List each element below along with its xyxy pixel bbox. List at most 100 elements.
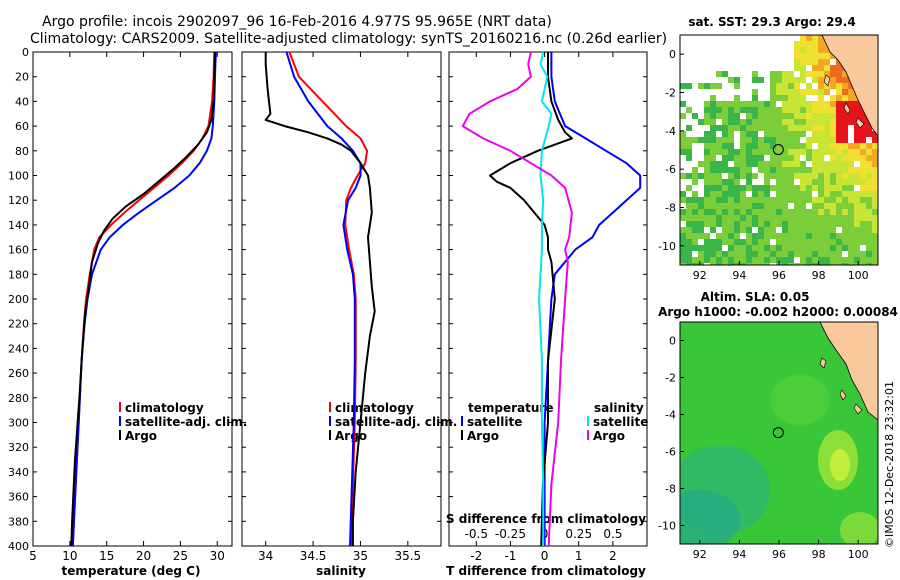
sst-cell [800,113,806,119]
sla-field [680,322,878,544]
sst-cell [848,179,854,185]
sla-mid-region [770,375,830,425]
sst-cell [710,119,716,125]
sst-cell [764,107,770,113]
sst-cell [728,215,734,221]
sst-cell [722,149,728,155]
sst-cell [782,77,788,83]
sst-cell [710,215,716,221]
sst-cell [692,245,698,251]
sst-cell [800,149,806,155]
sst-cell [728,227,734,233]
y-tick-label: 80 [15,145,29,158]
sst-cell [752,107,758,113]
sst-cell [776,191,782,197]
sst-cell [782,257,788,263]
sst-cell [752,119,758,125]
sst-cell [818,41,824,47]
sst-cell [716,257,722,263]
sst-cell [800,215,806,221]
sst-cell [758,239,764,245]
sst-cell [836,89,842,95]
sst-cell [752,257,758,263]
sst-cell [770,209,776,215]
sst-cell [782,203,788,209]
sst-cell [854,155,860,161]
sst-cell [788,263,794,265]
sst-cell [818,161,824,167]
sst-cell [716,125,722,131]
sst-cell [794,137,800,143]
sst-cell [794,149,800,155]
sst-cell [860,209,866,215]
sst-cell [764,203,770,209]
sst-cell [818,137,824,143]
island-shape [823,74,831,87]
sst-cell [812,179,818,185]
sst-cell [686,155,692,161]
sst-cell [692,263,698,265]
sst-cell [776,185,782,191]
sst-cell [800,71,806,77]
sst-cell [752,191,758,197]
sst-cell [812,89,818,95]
sst-cell [746,113,752,119]
x-tick-label: 15 [99,549,114,563]
sst-cell [704,233,710,239]
sst-cell [794,77,800,83]
sst-cell [872,215,878,221]
sst-cell [860,161,866,167]
sst-cell [794,203,800,209]
sst-cell [854,131,860,137]
sst-cell [776,161,782,167]
sst-cell [818,197,824,203]
sst-cell [680,251,686,257]
sst-cell [794,263,800,265]
sst-cell [842,113,848,119]
sst-cell [716,143,722,149]
sst-cell [872,143,878,149]
sst-cell [854,233,860,239]
y-tick-label: 380 [8,515,29,528]
sst-cell [800,59,806,65]
sst-x-tick-label: 94 [732,269,746,282]
salinity-panel [241,51,442,547]
island-shape [819,357,827,369]
sst-cell [746,143,752,149]
sst-cell [782,89,788,95]
sst-cell [818,35,824,41]
sst-cell [830,227,836,233]
sst-cell [782,239,788,245]
sst-cell [722,227,728,233]
sst-cell [848,173,854,179]
sst-cell [776,143,782,149]
sst-map-title: sat. SST: 29.3 Argo: 29.4 [688,15,855,29]
sst-cell [758,119,764,125]
sst-cell [818,53,824,59]
sst-cell [830,137,836,143]
sst-cell [788,215,794,221]
sst-cell [830,113,836,119]
sst-cell [806,59,812,65]
sst-cell [704,101,710,107]
sst-cell [818,245,824,251]
sst-cell [818,89,824,95]
sst-cell [788,209,794,215]
sst-cell [854,197,860,203]
sst-cell [836,167,842,173]
sst-cell [794,209,800,215]
sst-cell [776,77,782,83]
sst-cell [806,41,812,47]
sst-cell [866,191,872,197]
sst-cell [698,161,704,167]
sst-cell [758,125,764,131]
sst-cell [776,167,782,173]
sst-cell [728,239,734,245]
sst-cell [740,101,746,107]
sst-cell [800,143,806,149]
sst-cell [770,215,776,221]
sst-cell [722,155,728,161]
sst-cell [818,191,824,197]
sst-cell [704,107,710,113]
sst-cell [710,131,716,137]
